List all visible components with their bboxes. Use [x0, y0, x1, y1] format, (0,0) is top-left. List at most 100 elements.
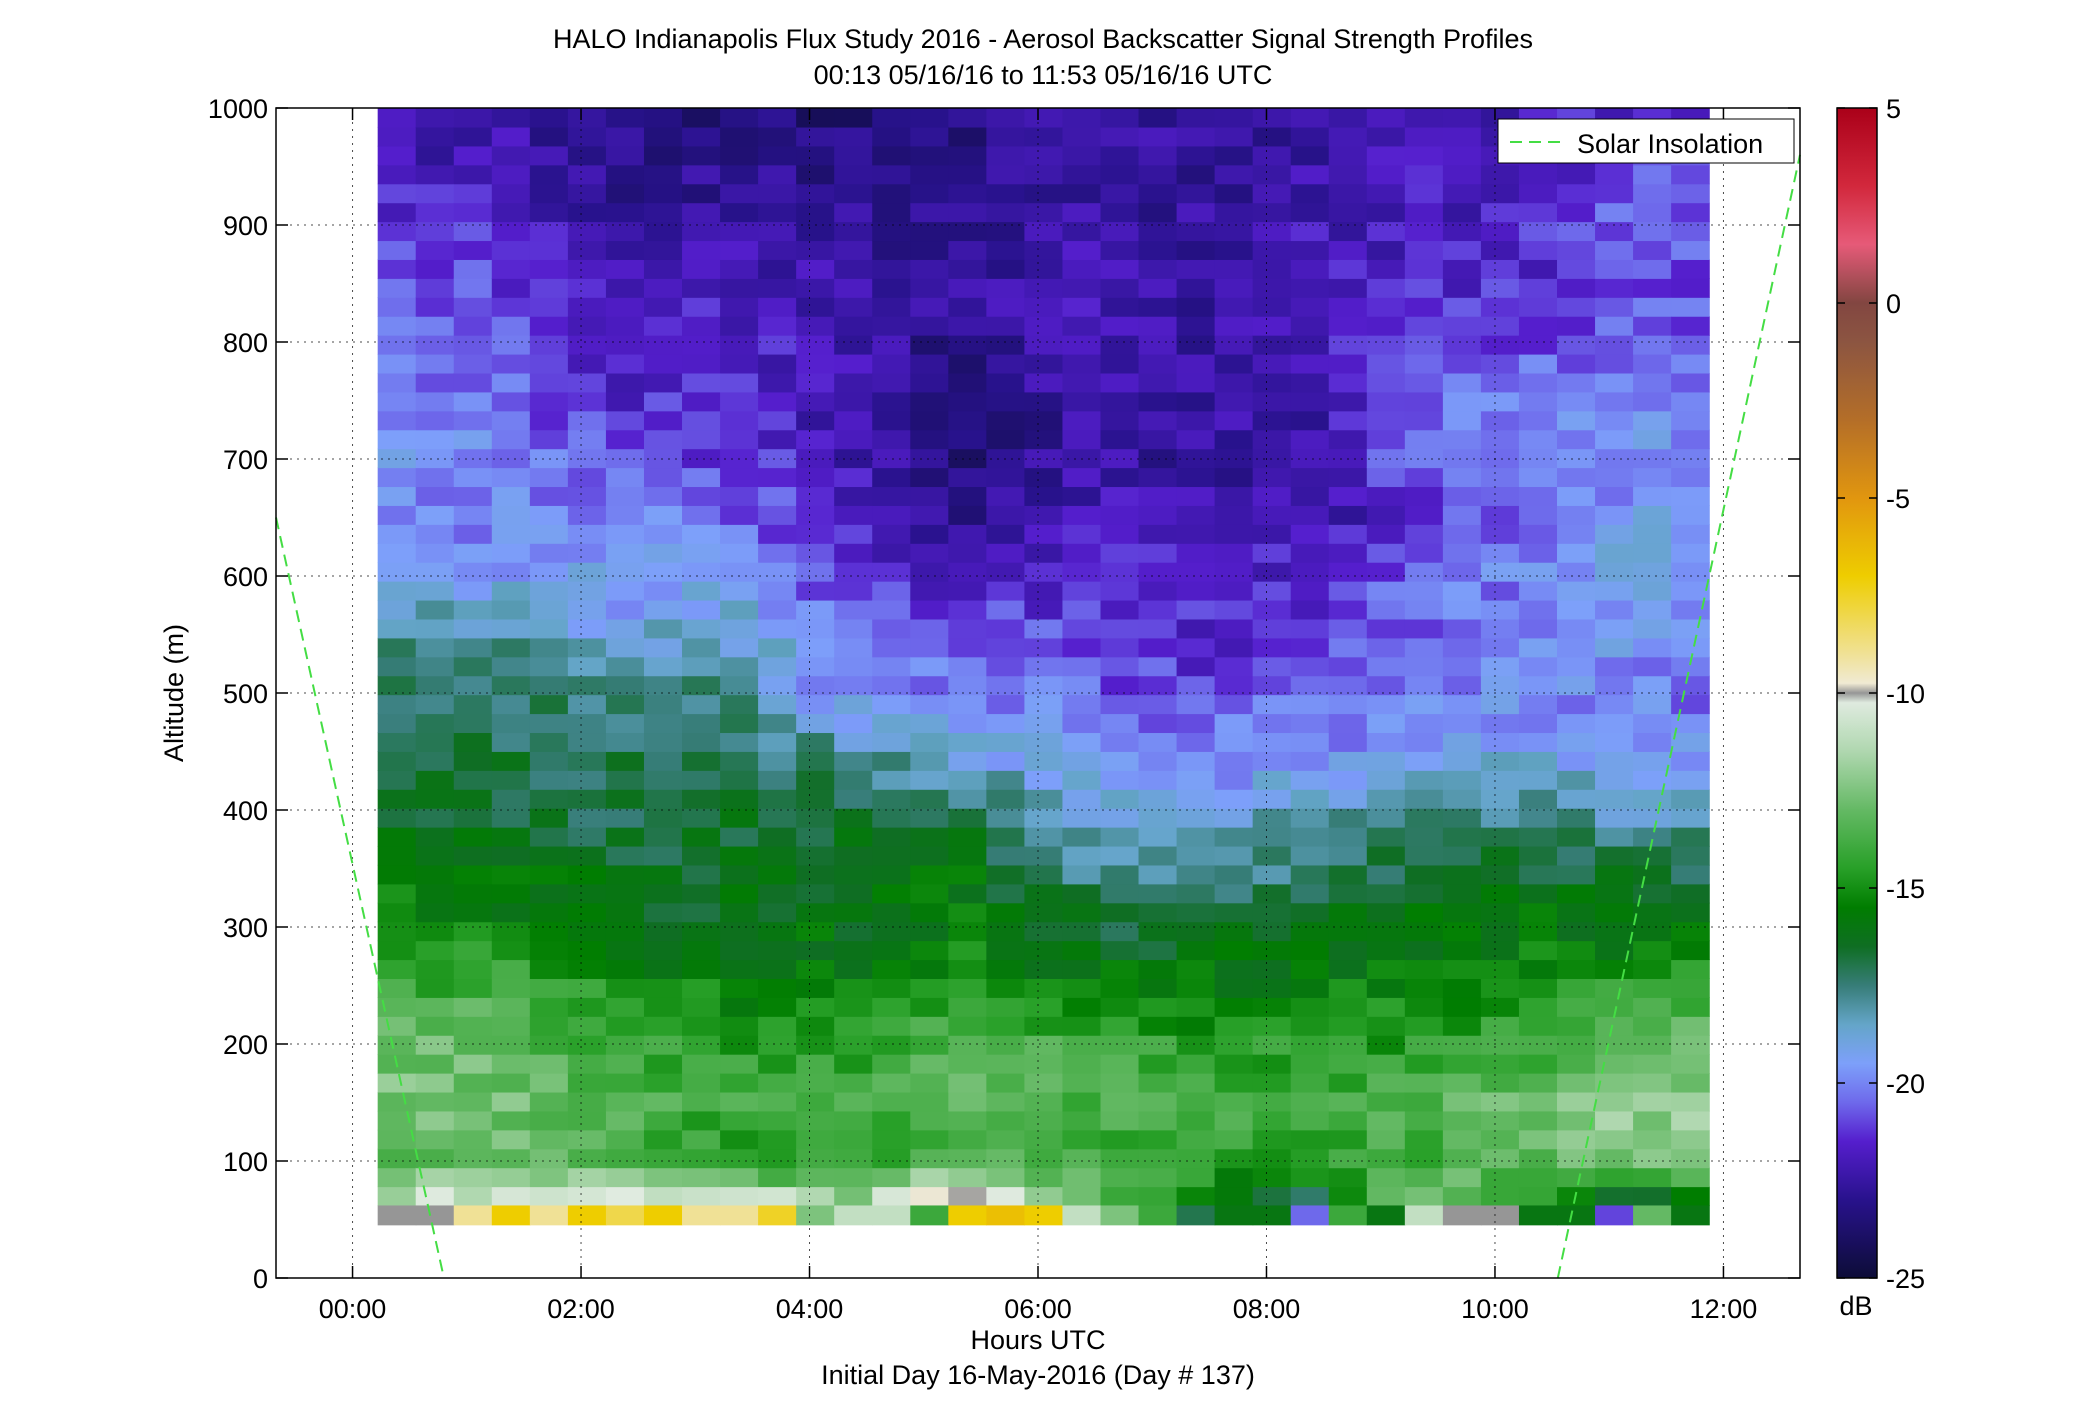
heatmap-cell [415, 902, 455, 923]
heatmap-cell [643, 108, 683, 128]
heatmap-cell [1138, 808, 1178, 828]
heatmap-cell [415, 921, 455, 942]
heatmap-cell [567, 1110, 607, 1131]
heatmap-cell [1366, 864, 1406, 885]
heatmap-cell [1404, 145, 1444, 166]
heatmap-cell [1518, 391, 1558, 412]
heatmap-cell [415, 164, 455, 185]
heatmap-cell [1633, 372, 1672, 393]
heatmap-cell [1290, 372, 1330, 393]
heatmap-cell [1518, 1016, 1558, 1036]
heatmap-cell [1214, 372, 1254, 393]
heatmap-cell [491, 467, 531, 488]
surface-gate-cell [1442, 1205, 1482, 1226]
heatmap-cell [1100, 599, 1140, 620]
heatmap-cell [377, 108, 417, 128]
heatmap-cell [377, 1091, 417, 1112]
heatmap-cell [1024, 675, 1064, 696]
heatmap-cell [1328, 959, 1368, 979]
heatmap-cell [682, 751, 721, 771]
heatmap-cell [415, 1186, 455, 1207]
heatmap-cell [986, 335, 1025, 355]
heatmap-cell [834, 1167, 873, 1188]
heatmap-cell [1633, 694, 1672, 715]
heatmap-cell [720, 599, 759, 620]
heatmap-cell [643, 732, 683, 752]
heatmap-cell [605, 637, 645, 658]
heatmap-cell [1671, 921, 1710, 942]
heatmap-cell [1480, 827, 1520, 847]
heatmap-cell [415, 1054, 455, 1074]
surface-gate-cell [453, 1205, 493, 1226]
heatmap-cell [872, 145, 911, 166]
heatmap-cell [1176, 391, 1216, 412]
heatmap-cell [643, 145, 683, 166]
heatmap-cell [377, 637, 417, 658]
heatmap-cell [1633, 1091, 1672, 1112]
heatmap-cell [1176, 883, 1216, 904]
heatmap-cell [643, 656, 683, 677]
heatmap-cell [910, 1091, 949, 1112]
heatmap-cell [1100, 959, 1140, 979]
heatmap-cell [1024, 1054, 1064, 1074]
heatmap-cell [872, 391, 911, 412]
heatmap-cell [567, 183, 607, 204]
heatmap-cell [986, 845, 1025, 866]
heatmap-cell [682, 694, 721, 715]
heatmap-cell [758, 297, 797, 317]
heatmap-cell [1671, 410, 1710, 431]
heatmap-cell [1366, 486, 1406, 506]
heatmap-cell [415, 353, 455, 374]
heatmap-cell [491, 883, 531, 904]
heatmap-cell [834, 637, 873, 658]
heatmap-cell [834, 997, 873, 1017]
heatmap-cell [1252, 1073, 1292, 1093]
heatmap-cell [1176, 183, 1216, 204]
heatmap-cell [1366, 467, 1406, 488]
heatmap-cell [948, 1148, 987, 1169]
heatmap-cell [910, 202, 949, 223]
heatmap-cell [910, 467, 949, 488]
heatmap-cell [1024, 581, 1064, 601]
surface-gate-cell [1671, 1205, 1710, 1226]
heatmap-cell [948, 543, 987, 563]
heatmap-cell [1366, 543, 1406, 563]
heatmap-cell [605, 297, 645, 317]
heatmap-cell [872, 164, 911, 185]
heatmap-cell [1633, 997, 1672, 1017]
heatmap-cell [1404, 959, 1444, 979]
heatmap-cell [986, 1110, 1025, 1131]
heatmap-cell [529, 1148, 569, 1169]
heatmap-cell [453, 675, 493, 696]
heatmap-cell [720, 297, 759, 317]
heatmap-cell [986, 202, 1025, 223]
heatmap-cell [758, 372, 797, 393]
heatmap-cell [491, 562, 531, 582]
heatmap-cell [834, 183, 873, 204]
heatmap-cell [415, 316, 455, 336]
heatmap-cell [872, 1054, 911, 1074]
heatmap-cell [796, 1186, 835, 1207]
heatmap-cell [1442, 126, 1482, 147]
heatmap-cell [567, 467, 607, 488]
heatmap-cell [1366, 1073, 1406, 1093]
heatmap-cell [910, 921, 949, 942]
heatmap-cell [1100, 940, 1140, 961]
heatmap-cell [948, 221, 987, 242]
heatmap-cell [1176, 656, 1216, 677]
heatmap-cell [1062, 448, 1102, 469]
heatmap-cell [529, 1035, 569, 1055]
heatmap-cell [1290, 259, 1330, 279]
heatmap-cell [1252, 599, 1292, 620]
heatmap-cell [682, 316, 721, 336]
heatmap-cell [986, 637, 1025, 658]
heatmap-cell [1328, 221, 1368, 242]
heatmap-cell [1671, 1035, 1710, 1055]
heatmap-cell [758, 1148, 797, 1169]
heatmap-cell [1138, 1035, 1178, 1055]
heatmap-cell [1290, 1129, 1330, 1150]
heatmap-cell [1671, 1129, 1710, 1150]
heatmap-cell [796, 751, 835, 771]
surface-gate-cell [1328, 1205, 1368, 1226]
y-tick-label: 200 [223, 1030, 268, 1060]
